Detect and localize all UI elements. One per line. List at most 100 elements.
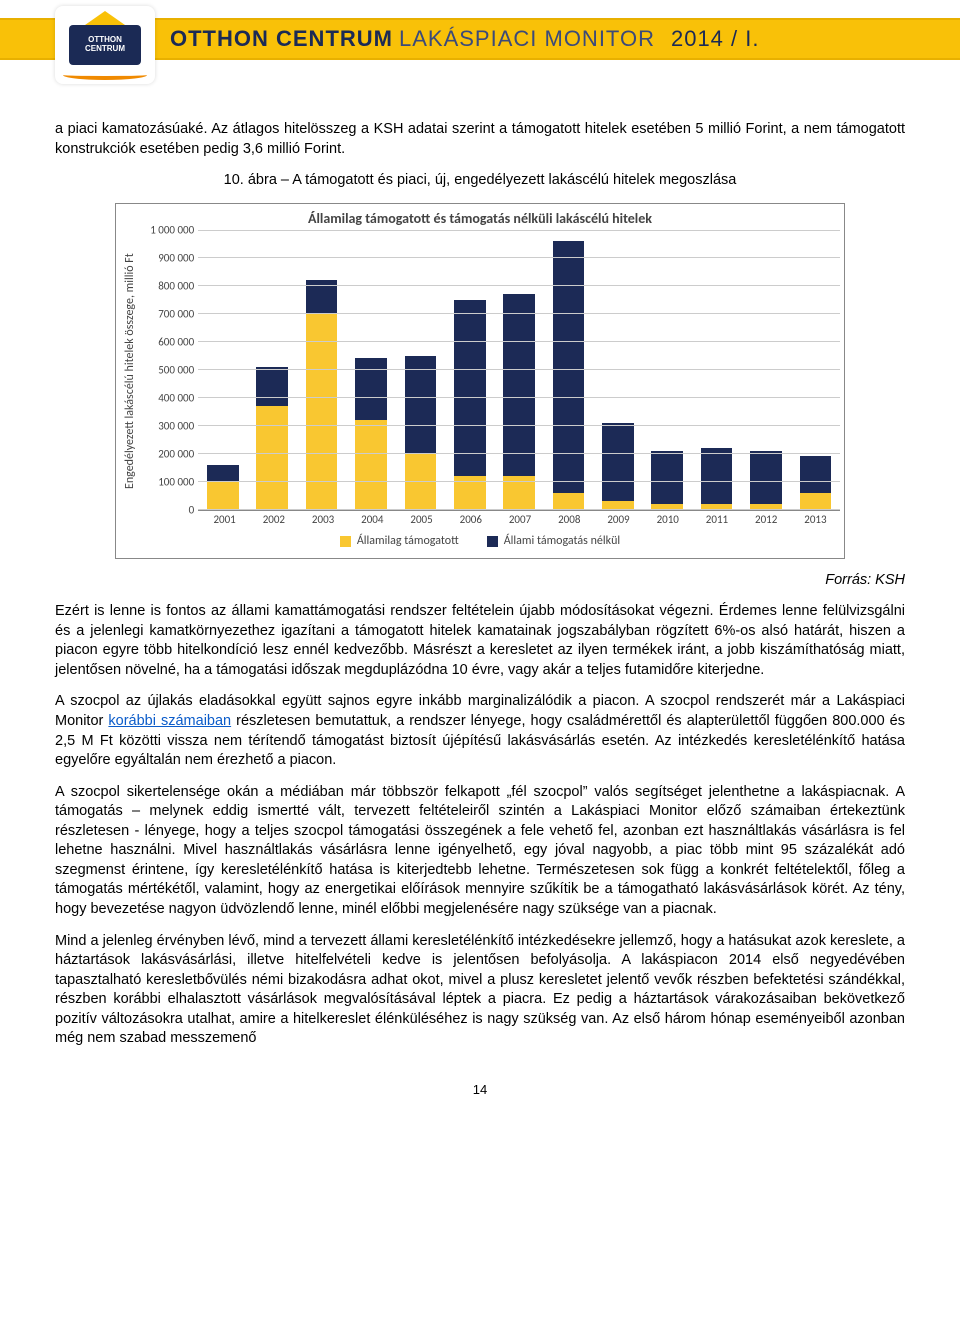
x-axis-ticks: 2001200220032004200520062007200820092010… (200, 511, 840, 528)
y-axis-ticks: 0100 000200 000300 000400 000500 000600 … (140, 231, 198, 511)
x-tick-label: 2008 (545, 511, 594, 528)
x-tick-label: 2011 (692, 511, 741, 528)
stacked-bar (355, 358, 387, 509)
gridline (198, 453, 840, 454)
y-tick-label: 200 000 (158, 447, 194, 462)
bar-slot (198, 231, 247, 510)
body-paragraph: A szocpol sikertelensége okán a médiában… (55, 783, 905, 920)
y-tick-label: 900 000 (158, 251, 194, 266)
body-paragraph: Ezért is lenne is fontos az állami kamat… (55, 602, 905, 680)
header-title-light: LAKÁSPIACI MONITOR (399, 26, 655, 52)
gridline (198, 285, 840, 286)
x-tick-label: 2007 (495, 511, 544, 528)
bar-segment-supported (355, 420, 387, 510)
bar-segment-unsupported (503, 294, 535, 476)
header-title: OTTHON CENTRUM LAKÁSPIACI MONITOR 2014 /… (170, 26, 759, 52)
bar-slot (791, 231, 840, 510)
chart-title: Államilag támogatott és támogatás nélkül… (120, 208, 840, 231)
x-tick-label: 2012 (742, 511, 791, 528)
stacked-bar (454, 300, 486, 510)
gridline (198, 257, 840, 258)
y-tick-label: 100 000 (158, 475, 194, 490)
chart-bars (198, 231, 840, 510)
gridline (198, 230, 840, 231)
bar-segment-unsupported (405, 356, 437, 454)
x-tick-label: 2013 (791, 511, 840, 528)
bar-slot (692, 231, 741, 510)
bar-slot (643, 231, 692, 510)
bar-segment-unsupported (750, 451, 782, 504)
chart-caption: 10. ábra – A támogatott és piaci, új, en… (55, 171, 905, 191)
legend-item: Államilag támogatott (340, 533, 459, 549)
bar-slot (445, 231, 494, 510)
body-paragraph: A szocpol az újlakás eladásokkal együtt … (55, 692, 905, 770)
x-tick-label: 2009 (594, 511, 643, 528)
x-tick-label: 2002 (249, 511, 298, 528)
x-tick-label: 2003 (298, 511, 347, 528)
stacked-bar (800, 456, 832, 509)
y-tick-label: 1 000 000 (150, 223, 194, 238)
header-title-year: 2014 / I. (671, 26, 760, 52)
intro-paragraph: a piaci kamatozásúaké. Az átlagos hitelö… (55, 120, 905, 159)
chart-source: Forrás: KSH (55, 571, 905, 591)
legend-label: Állami támogatás nélkül (504, 533, 620, 549)
bar-segment-supported (800, 493, 832, 510)
y-tick-label: 0 (189, 503, 195, 518)
body-paragraph: Mind a jelenleg érvényben lévő, mind a t… (55, 932, 905, 1049)
page-header: OTTHON CENTRUM LAKÁSPIACI MONITOR 2014 /… (0, 0, 960, 90)
page-content: a piaci kamatozásúaké. Az átlagos hitelö… (0, 120, 960, 1129)
header-title-strong: OTTHON CENTRUM (170, 26, 393, 52)
x-tick-label: 2005 (397, 511, 446, 528)
x-tick-label: 2010 (643, 511, 692, 528)
stacked-bar (207, 465, 239, 510)
gridline (198, 509, 840, 510)
page-number: 14 (55, 1061, 905, 1099)
stacked-bar (256, 367, 288, 510)
y-tick-label: 600 000 (158, 335, 194, 350)
bar-slot (297, 231, 346, 510)
bar-slot (346, 231, 395, 510)
body-paragraphs: Ezért is lenne is fontos az állami kamat… (55, 602, 905, 1049)
gridline (198, 425, 840, 426)
bar-segment-unsupported (355, 358, 387, 420)
legend-swatch-icon (487, 536, 498, 547)
bar-segment-supported (256, 406, 288, 510)
gridline (198, 397, 840, 398)
bar-segment-supported (207, 482, 239, 510)
bar-slot (396, 231, 445, 510)
stacked-bar (405, 356, 437, 510)
y-tick-label: 300 000 (158, 419, 194, 434)
bar-segment-unsupported (701, 448, 733, 504)
bar-segment-unsupported (207, 465, 239, 482)
x-tick-label: 2004 (348, 511, 397, 528)
bar-segment-unsupported (256, 367, 288, 406)
chart-legend: Államilag támogatott Állami támogatás nél… (120, 527, 840, 551)
x-tick-label: 2001 (200, 511, 249, 528)
brand-logo-text: OTTHON CENTRUM (69, 25, 141, 65)
stacked-bar (503, 294, 535, 510)
gridline (198, 341, 840, 342)
bar-segment-unsupported (553, 241, 585, 493)
bar-slot (494, 231, 543, 510)
chart-plot-area: Engedélyezett lakáscélú hitelek összege,… (120, 231, 840, 511)
legend-label: Államilag támogatott (357, 533, 459, 549)
stacked-bar (602, 423, 634, 510)
bar-slot (248, 231, 297, 510)
stacked-bar (701, 448, 733, 510)
bar-slot (544, 231, 593, 510)
y-tick-label: 400 000 (158, 391, 194, 406)
bar-segment-supported (553, 493, 585, 510)
bar-segment-unsupported (651, 451, 683, 504)
stacked-bar (553, 241, 585, 510)
bar-slot (741, 231, 790, 510)
y-tick-label: 800 000 (158, 279, 194, 294)
y-axis-label: Engedélyezett lakáscélú hitelek összege,… (120, 231, 140, 511)
chart-box: Államilag támogatott és támogatás nélkül… (115, 203, 845, 559)
gridline (198, 313, 840, 314)
logo-swoosh-icon (63, 70, 147, 80)
inline-link[interactable]: korábbi számaiban (108, 713, 231, 729)
brand-logo: OTTHON CENTRUM (55, 6, 155, 84)
bar-segment-unsupported (454, 300, 486, 476)
y-tick-label: 500 000 (158, 363, 194, 378)
bar-segment-unsupported (800, 456, 832, 492)
